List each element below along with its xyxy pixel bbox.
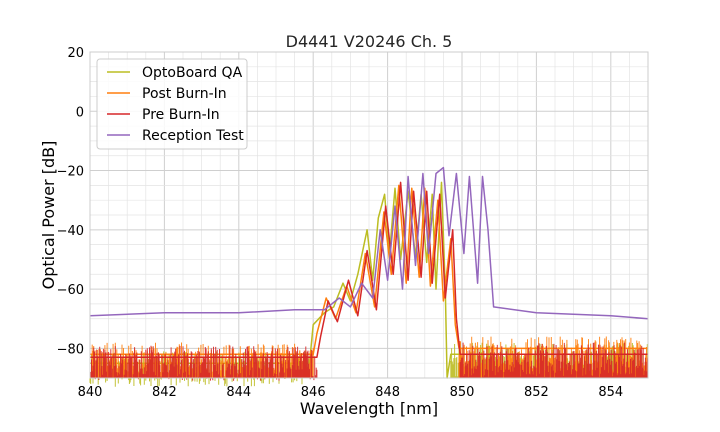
y-tick-label: −60	[57, 283, 84, 298]
y-axis: 20 0 −20 −40 −60 −80	[57, 46, 84, 357]
y-tick-label: −80	[57, 342, 84, 357]
frame-border	[89, 51, 649, 379]
y-axis-label: Optical Power [dB]	[39, 141, 58, 290]
y-tick-label: 20	[67, 46, 84, 61]
y-tick-label: 0	[76, 105, 84, 120]
y-tick-label: −20	[57, 165, 84, 180]
legend-entry: Reception Test	[142, 128, 244, 144]
plot-frame	[89, 51, 649, 379]
x-axis-label: Wavelength [nm]	[300, 399, 438, 418]
x-tick-label: 842	[152, 385, 177, 400]
legend-entry: Post Burn-In	[142, 86, 227, 102]
chart-title: D4441 V20246 Ch. 5	[286, 32, 453, 51]
x-tick-label: 850	[450, 385, 475, 400]
legend-box	[96, 58, 248, 150]
x-tick-label: 844	[226, 385, 251, 400]
legend-entry: OptoBoard QA	[142, 65, 243, 81]
legend-entry: Pre Burn-In	[142, 107, 220, 123]
series-line	[90, 181, 648, 359]
y-tick-label: −40	[57, 224, 84, 239]
series-line	[89, 166, 649, 320]
x-tick-label: 846	[301, 385, 326, 400]
x-tick-label: 848	[375, 385, 400, 400]
x-tick-label: 840	[78, 385, 103, 400]
x-axis: 840 842 844 846 848 850 852 854	[78, 385, 624, 400]
series-reception-test	[89, 166, 649, 320]
legend: OptoBoard QA Post Burn-In Pre Burn-In Recep…	[96, 58, 248, 150]
x-tick-label: 854	[598, 385, 623, 400]
x-tick-label: 852	[524, 385, 549, 400]
